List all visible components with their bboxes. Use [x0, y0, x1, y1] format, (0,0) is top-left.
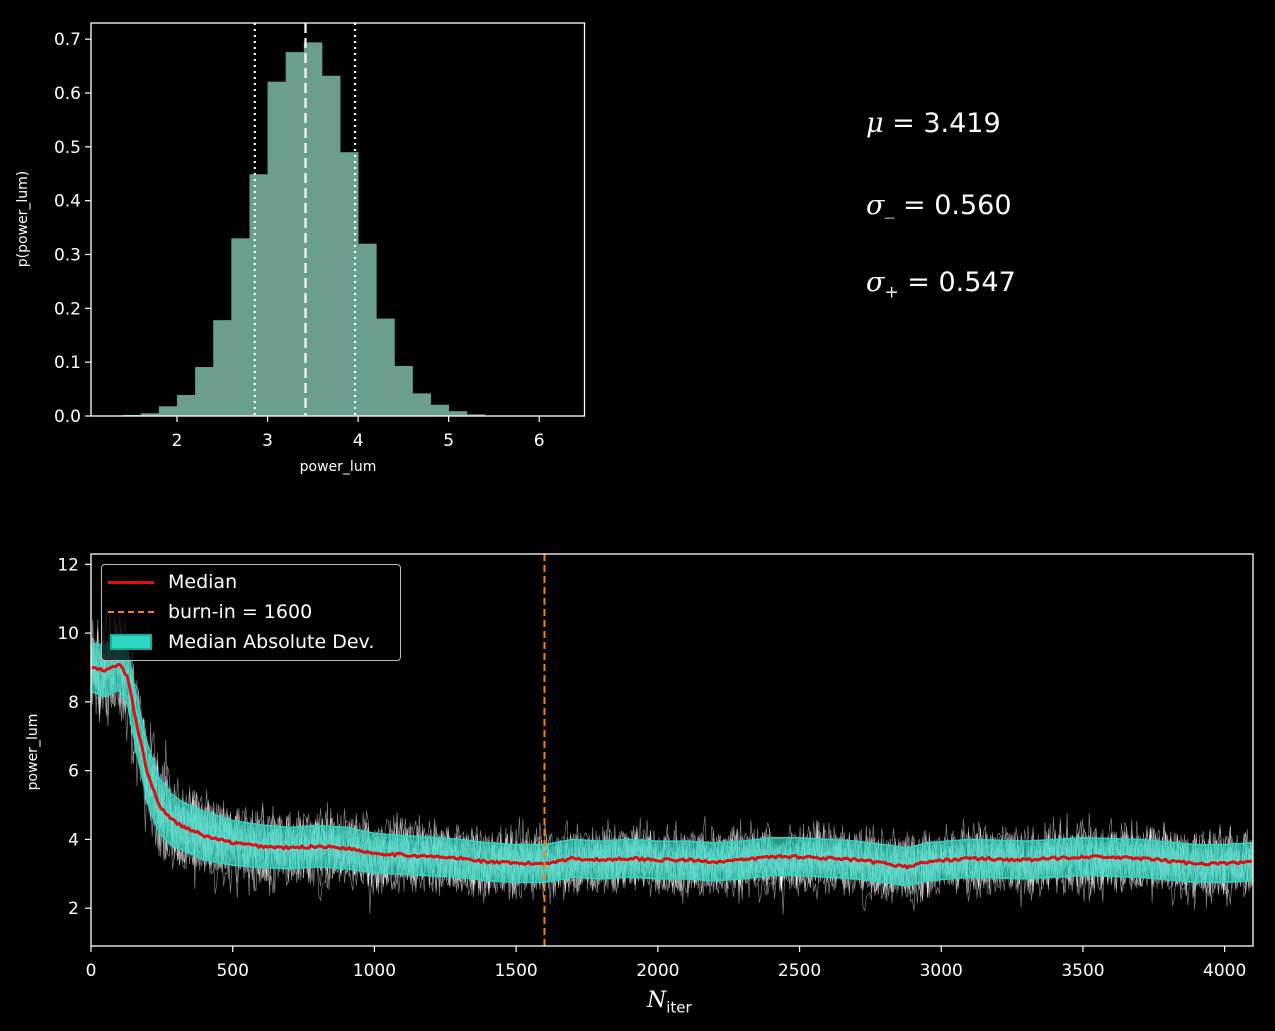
legend-median-label: Median: [168, 571, 237, 593]
histogram-x-tick-label: 5: [443, 431, 454, 451]
trace-x-tick-label: 2500: [778, 961, 821, 981]
histogram-bar: [412, 393, 431, 416]
legend-burn-in-label: burn-in = 1600: [168, 601, 312, 623]
trace-y-tick-label: 4: [68, 830, 79, 850]
histogram-ylabel: p(power_lum): [15, 171, 31, 267]
legend-entry-mad: Median Absolute Dev.: [102, 630, 374, 654]
histogram-x-tick-label: 3: [262, 431, 273, 451]
trace-x-tick-label: 500: [216, 961, 248, 981]
histogram-y-tick-label: 0.2: [54, 299, 81, 319]
histogram-bar: [213, 320, 232, 416]
trace-y-tick-label: 10: [57, 624, 79, 644]
histogram-y-ticks: 0.0 0.1 0.2 0.3 0.4 0.5 0.6 0.7: [54, 30, 91, 427]
histogram-y-tick-label: 0.6: [54, 84, 81, 104]
histogram-bar: [431, 405, 450, 416]
histogram-bar: [249, 174, 268, 416]
histogram-bar: [394, 366, 413, 416]
trace-x-tick-label: 2000: [636, 961, 679, 981]
histogram-x-tick-label: 4: [353, 431, 364, 451]
histogram-x-ticks: 2 3 4 5 6: [172, 416, 545, 451]
trace-y-tick-label: 8: [68, 693, 79, 713]
histogram-bar: [358, 244, 377, 416]
stat-sigma-minus-value: 0.560: [934, 190, 1011, 221]
histogram-y-tick-label: 0.7: [54, 30, 81, 50]
trace-x-tick-label: 1000: [353, 961, 396, 981]
histogram-bar: [286, 52, 305, 416]
stat-sigma-minus: σ_ = 0.560: [866, 190, 1012, 221]
histogram-bar: [177, 395, 196, 416]
histogram-x-tick-label: 6: [534, 431, 545, 451]
trace-xlabel: Niter: [647, 988, 692, 1016]
histogram-y-tick-label: 0.5: [54, 138, 81, 158]
histogram-y-tick-label: 0.3: [54, 245, 81, 265]
histogram-bar: [159, 406, 178, 416]
histogram-panel: 2 3 4 5 6 0.0 0.1 0.2 0.3 0.4 0.5 0.6 0.7 power_lum…: [15, 23, 585, 475]
histogram-bar: [449, 411, 468, 416]
histogram-y-tick-label: 0.0: [54, 407, 81, 427]
trace-x-tick-label: 4000: [1203, 961, 1246, 981]
histogram-bar: [231, 238, 250, 416]
trace-xlabel-subscript: iter: [666, 998, 691, 1016]
stat-mu-value: 3.419: [923, 108, 1000, 139]
trace-legend: Median burn-in = 1600 Median Absolute De…: [101, 564, 401, 661]
histogram-bar: [195, 367, 214, 416]
histogram-y-tick-label: 0.4: [54, 192, 81, 212]
trace-x-tick-label: 3000: [920, 961, 963, 981]
histogram-y-tick-label: 0.1: [54, 353, 81, 373]
trace-y-ticks: 2 4 6 8 10 12: [57, 555, 91, 919]
stat-mu: μ = 3.419: [866, 108, 1001, 139]
histogram-xlabel: power_lum: [300, 459, 377, 475]
trace-y-tick-label: 12: [57, 555, 79, 575]
stat-sigma-plus: σ+ = 0.547: [866, 267, 1016, 302]
legend-entry-burn-in: burn-in = 1600: [102, 600, 312, 624]
histogram-bar: [322, 76, 341, 416]
trace-ylabel: power_lum: [25, 714, 41, 791]
trace-y-tick-label: 6: [68, 762, 79, 782]
histogram-bars: [123, 42, 522, 416]
histogram-bar: [376, 319, 395, 416]
trace-x-tick-label: 3500: [1061, 961, 1104, 981]
trace-x-ticks: 0 500 1000 1500 2000 2500 3000 3500 4000: [86, 946, 1247, 981]
histogram-bar: [268, 82, 287, 416]
mad-band: [91, 638, 1253, 886]
trace-x-tick-label: 1500: [494, 961, 537, 981]
legend-entry-median: Median: [102, 570, 237, 594]
trace-y-tick-label: 2: [68, 899, 79, 919]
histogram-x-tick-label: 2: [172, 431, 183, 451]
legend-mad-label: Median Absolute Dev.: [168, 631, 374, 653]
trace-x-tick-label: 0: [86, 961, 97, 981]
stat-sigma-plus-value: 0.547: [938, 267, 1015, 298]
